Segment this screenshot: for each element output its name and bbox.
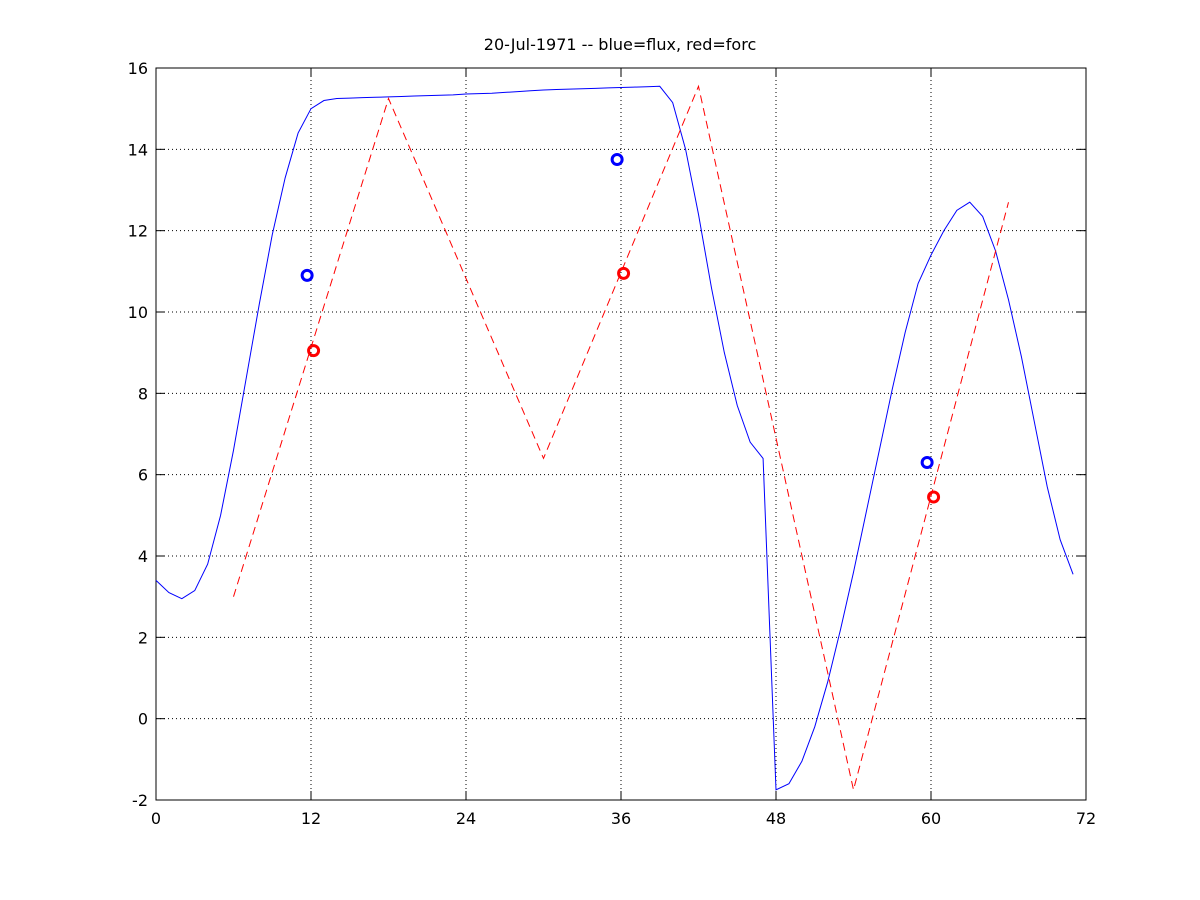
scatter-point [300,268,314,282]
chart-title: 20-Jul-1971 -- blue=flux, red=forc [484,35,756,54]
plot-frame [155,67,1087,801]
x-tick-label: 72 [1076,809,1096,828]
y-tick-label: 0 [138,710,148,729]
y-tick-label: 6 [138,466,148,485]
x-tick-label: 60 [921,809,941,828]
x-tick-label: 48 [766,809,786,828]
y-tick-label: 10 [128,303,148,322]
scatter-point [920,455,934,469]
series-line [233,84,1009,790]
x-tick-label: 0 [151,809,161,828]
y-tick-label: 16 [128,59,148,78]
scatter-point [927,490,941,504]
y-tick-label: 4 [138,547,148,566]
scatter-point [307,344,321,358]
y-tick-label: 14 [128,140,148,159]
x-tick-label: 36 [611,809,631,828]
y-tick-label: 12 [128,222,148,241]
y-tick-label: 8 [138,384,148,403]
y-tick-label: 2 [138,628,148,647]
scatter-point [617,266,631,280]
x-tick-label: 24 [456,809,476,828]
scatter-point [610,153,624,166]
x-tick-label: 12 [301,809,321,828]
y-tick-label: -2 [132,791,148,810]
series-line [155,85,1074,791]
